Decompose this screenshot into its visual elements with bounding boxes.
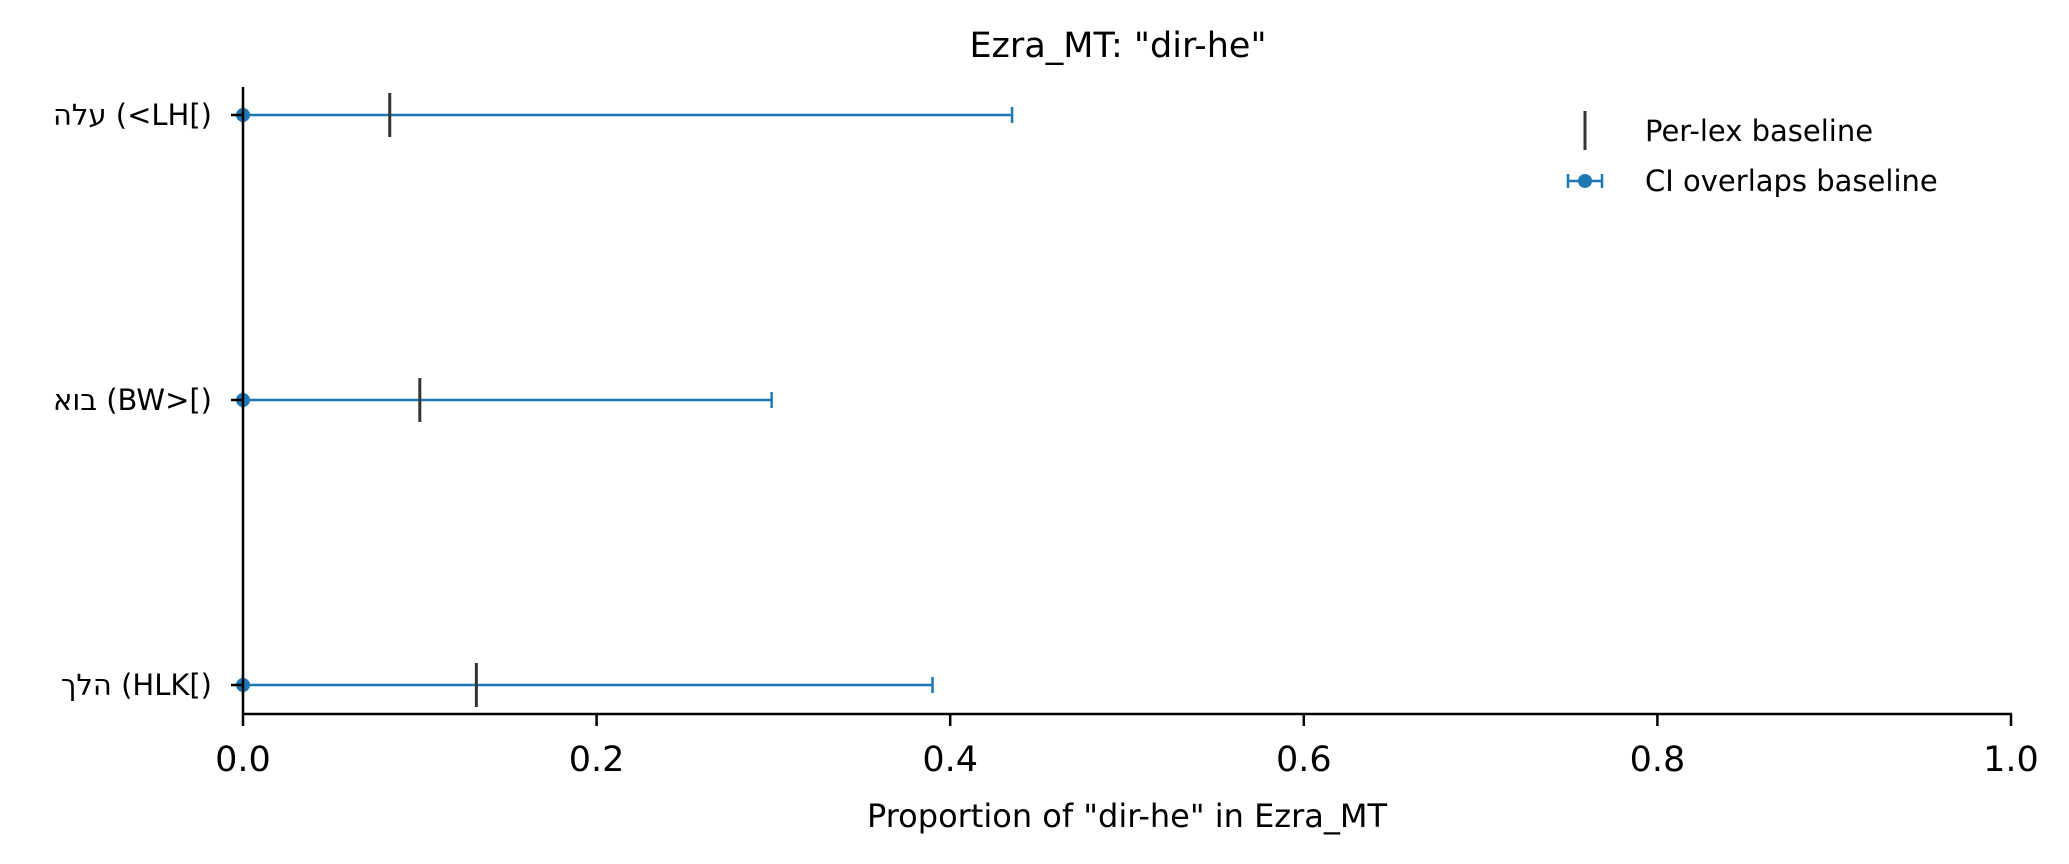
x-axis-label: Proportion of "dir-he" in Ezra_MT	[867, 797, 1387, 835]
x-tick-label: 0.6	[1276, 740, 1332, 780]
y-axis-ticks: עלה (<LH[) בוא (BW>[) הלך (HLK[)	[53, 98, 243, 702]
legend: Per-lex baseline CI overlaps baseline	[1566, 111, 1938, 198]
x-tick-label: 0.4	[922, 740, 978, 780]
x-tick-label: 0.8	[1630, 740, 1686, 780]
x-tick-label: 0.2	[569, 740, 625, 780]
x-tick-label: 1.0	[1983, 740, 2039, 780]
legend-ci-dot	[1578, 174, 1592, 188]
x-axis-ticks: 0.0 0.2 0.4 0.6 0.8 1.0	[215, 714, 2039, 780]
y-tick-label: בוא (BW>[)	[53, 383, 212, 417]
y-tick-label: עלה (<LH[)	[53, 98, 212, 132]
y-tick-label: הלך (HLK[)	[61, 668, 212, 702]
legend-ci-label: CI overlaps baseline	[1645, 164, 1938, 198]
chart-title: Ezra_MT: "dir-he"	[969, 26, 1266, 66]
legend-baseline-label: Per-lex baseline	[1645, 114, 1873, 148]
x-tick-label: 0.0	[215, 740, 271, 780]
plot-area	[236, 93, 1014, 707]
